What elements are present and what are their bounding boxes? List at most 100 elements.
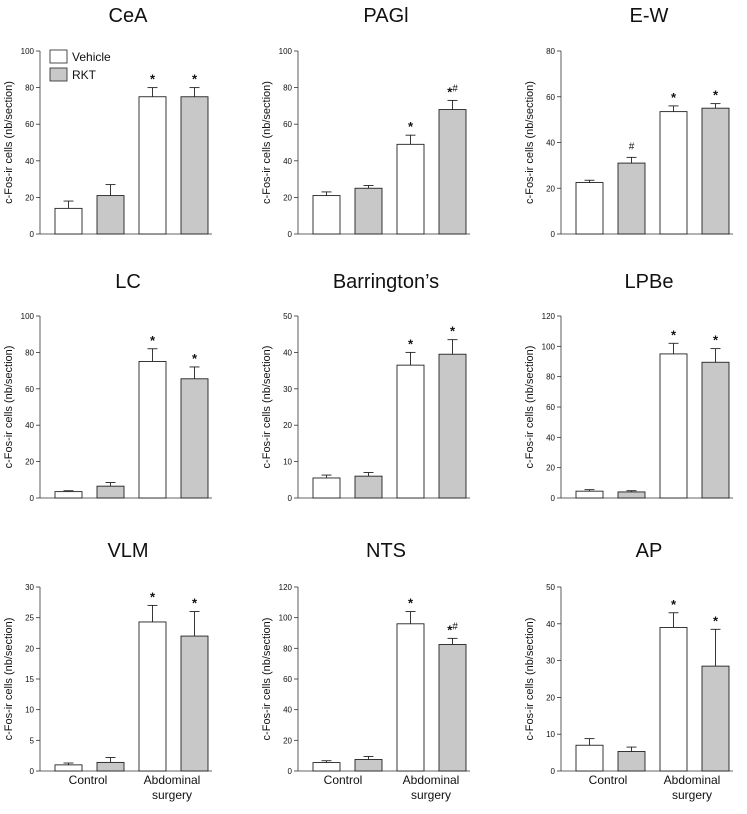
chart-panel-ap: AP 0 10 20 30 40 50 c-Fos-ir cells (nb/section)…: [524, 540, 733, 776]
y-tick-label: 0: [30, 230, 35, 239]
y-tick-label: 20: [546, 184, 555, 193]
bar-rkt-control: [617, 751, 646, 772]
y-tick-label: 60: [25, 385, 34, 394]
y-tick-label: 20: [283, 736, 292, 745]
y-tick-label: 0: [288, 767, 293, 776]
y-tick-label: 0: [551, 767, 556, 776]
bar-vehicle-surgery: [138, 96, 167, 235]
bar-vehicle-control: [312, 195, 341, 235]
y-tick-label: 60: [25, 120, 34, 129]
bar-vehicle-surgery: [138, 361, 167, 499]
y-tick-label: 30: [546, 657, 555, 666]
bar-vehicle-surgery: [659, 627, 688, 772]
y-tick-label: 5: [30, 736, 35, 745]
y-tick-label: 40: [283, 348, 292, 357]
y-tick-label: 60: [283, 120, 292, 129]
significance-marker: *: [408, 336, 414, 351]
chart-panel-vlm: VLM 0 5 10 15 20 25 30 c-Fos-ir cells (nb/sectio…: [3, 540, 212, 776]
chart-panel-cea: CeA 0 20 40 60 80 100 c-Fos-ir cells (nb/sectio…: [3, 5, 212, 239]
y-tick-label: 40: [283, 157, 292, 166]
significance-marker: *: [713, 88, 719, 103]
y-tick-label: 0: [551, 230, 556, 239]
y-tick-label: 80: [546, 47, 555, 56]
y-tick-label: 20: [25, 644, 34, 653]
legend-rkt-label: RKT: [72, 68, 97, 82]
legend-vehicle-label: Vehicle: [72, 50, 111, 64]
y-tick-label: 20: [25, 458, 34, 467]
bar-rkt-surgery: [438, 353, 467, 499]
bar-rkt-surgery: [180, 378, 209, 499]
y-tick-label: 0: [30, 767, 35, 776]
y-tick-label: 50: [283, 312, 292, 321]
y-tick-label: 60: [546, 403, 555, 412]
bar-rkt-control: [96, 761, 125, 772]
bar-vehicle-surgery: [396, 623, 425, 772]
y-tick-label: 100: [21, 312, 35, 321]
bar-rkt-surgery: [438, 644, 467, 772]
chart-panel-nts: NTS 0 20 40 60 80 100 120 c-Fos-ir cells (nb/sec…: [261, 540, 470, 776]
y-tick-label: 20: [283, 193, 292, 202]
y-tick-label: 40: [25, 157, 34, 166]
significance-marker: *: [713, 333, 719, 348]
significance-marker: *: [450, 324, 456, 339]
y-tick-label: 60: [546, 93, 555, 102]
x-group-labels: Control Abdominal surgery Control Abdomi…: [69, 773, 721, 802]
bar-vehicle-surgery: [396, 364, 425, 499]
bar-rkt-surgery: [701, 665, 730, 772]
significance-marker: *: [671, 90, 677, 105]
y-tick-label: 50: [546, 583, 555, 592]
y-tick-label: 40: [283, 706, 292, 715]
y-tick-label: 80: [25, 348, 34, 357]
x-label-control: Control: [324, 773, 363, 787]
y-tick-label: 0: [551, 494, 556, 503]
y-tick-label: 80: [546, 373, 555, 382]
y-tick-label: 80: [283, 644, 292, 653]
bar-rkt-control: [96, 485, 125, 499]
x-label-surgery-line2: surgery: [411, 788, 451, 802]
y-tick-label: 10: [283, 458, 292, 467]
significance-marker: *: [671, 327, 677, 342]
significance-marker: *: [713, 613, 719, 628]
chart-title: E-W: [630, 5, 669, 27]
y-tick-label: 30: [283, 385, 292, 394]
significance-marker-sup: #: [452, 83, 458, 94]
y-tick-label: 40: [546, 139, 555, 148]
y-tick-label: 100: [279, 47, 293, 56]
chart-panel-lc: LC 0 20 40 60 80 100 c-Fos-ir cells (nb/section…: [3, 271, 212, 503]
bar-rkt-control: [354, 759, 383, 772]
bar-vehicle-control: [54, 764, 83, 772]
chart-title: AP: [636, 540, 663, 562]
bar-vehicle-control: [575, 490, 604, 499]
bar-vehicle-control: [312, 477, 341, 499]
y-axis-label: c-Fos-ir cells (nb/section): [261, 81, 273, 204]
chart-panel-pagl: PAGl 0 20 40 60 80 100 c-Fos-ir cells (nb/secti…: [261, 5, 470, 239]
x-label-control: Control: [69, 773, 108, 787]
bar-rkt-surgery: [701, 361, 730, 499]
y-tick-label: 30: [25, 583, 34, 592]
significance-marker: *: [150, 72, 156, 87]
y-tick-label: 25: [25, 614, 34, 623]
y-tick-label: 0: [288, 230, 293, 239]
y-axis-label: c-Fos-ir cells (nb/section): [261, 346, 273, 469]
significance-marker: *#: [447, 621, 458, 637]
y-tick-label: 15: [25, 675, 34, 684]
bar-vehicle-surgery: [659, 111, 688, 235]
significance-marker: *: [192, 351, 198, 366]
y-tick-label: 80: [283, 84, 292, 93]
y-axis-label: c-Fos-ir cells (nb/section): [524, 618, 536, 741]
x-label-surgery-line1: Abdominal: [403, 773, 460, 787]
bar-vehicle-surgery: [396, 143, 425, 235]
x-label-surgery-line2: surgery: [672, 788, 712, 802]
bar-rkt-surgery: [438, 109, 467, 235]
x-label-control: Control: [589, 773, 628, 787]
x-label-surgery-line1: Abdominal: [664, 773, 721, 787]
chart-title: VLM: [107, 540, 148, 562]
y-tick-label: 120: [279, 583, 293, 592]
chart-panel-ew: E-W 0 20 40 60 80 c-Fos-ir cells (nb/section) #…: [524, 5, 733, 239]
legend-vehicle-swatch: [49, 49, 68, 64]
chart-panel-barringtons: Barrington’s 0 10 20 30 40 50 c-Fos-ir cells (n…: [261, 271, 470, 503]
y-tick-label: 20: [25, 193, 34, 202]
y-tick-label: 20: [546, 464, 555, 473]
chart-title: NTS: [366, 540, 406, 562]
